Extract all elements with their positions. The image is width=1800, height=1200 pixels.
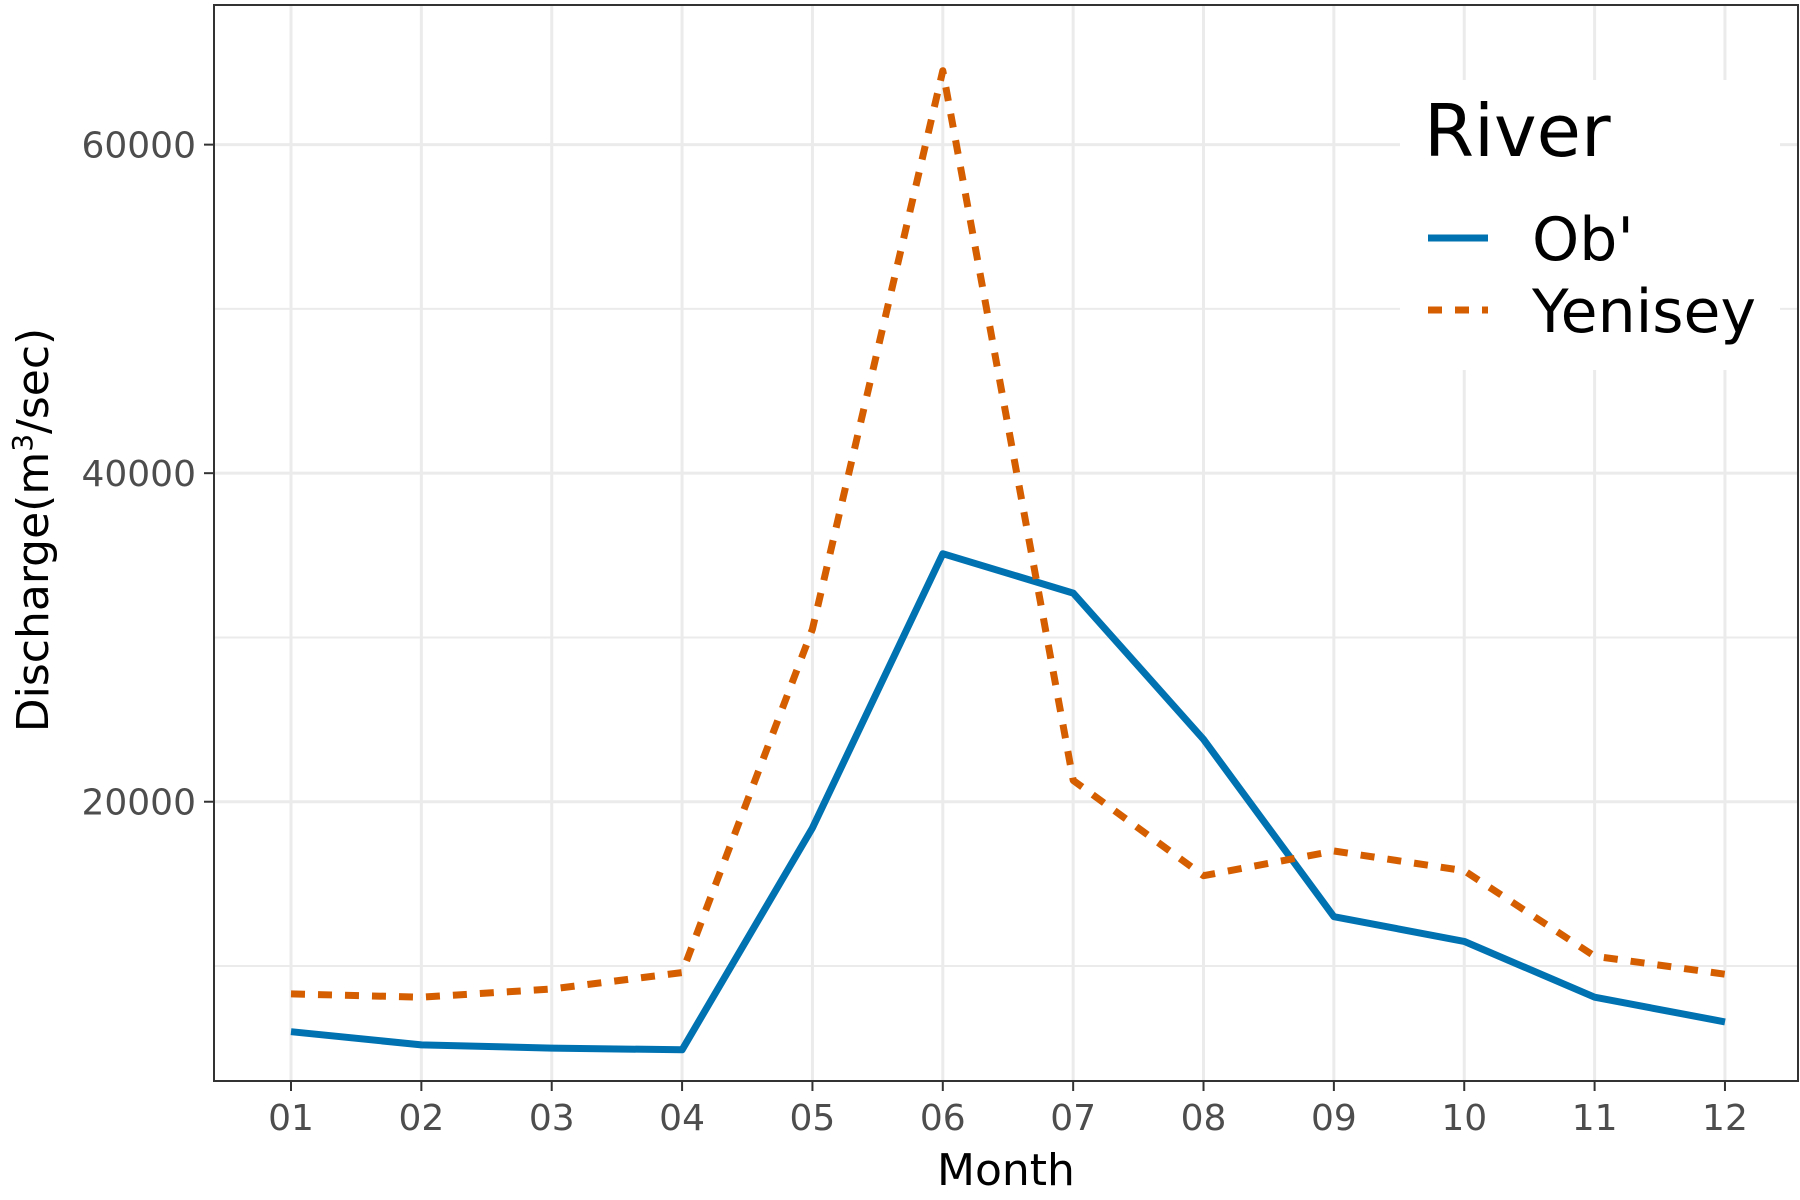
y-axis-title-main: Discharge(m xyxy=(8,452,59,732)
x-tick-label: 03 xyxy=(529,1098,575,1139)
legend-title: River xyxy=(1424,89,1611,173)
series-lines xyxy=(290,67,1726,1054)
x-tick-label: 04 xyxy=(659,1098,705,1139)
legend-label-yenisey: Yenisey xyxy=(1531,277,1756,347)
x-tick-label: 06 xyxy=(920,1098,966,1139)
x-axis: 01 02 03 04 05 06 07 08 09 10 11 12 xyxy=(268,1081,1748,1139)
legend-background xyxy=(1400,80,1780,370)
x-tick-label: 11 xyxy=(1572,1098,1618,1139)
y-axis-title: Discharge(m3/sec) xyxy=(6,328,59,732)
x-tick-label: 05 xyxy=(790,1098,836,1139)
series-line-ob xyxy=(290,550,1726,1054)
x-tick-label: 01 xyxy=(268,1098,314,1139)
y-axis-title-tail: /sec) xyxy=(8,328,59,434)
x-tick-label: 10 xyxy=(1441,1098,1487,1139)
x-tick-label: 08 xyxy=(1181,1098,1227,1139)
y-tick-label: 40000 xyxy=(81,454,196,495)
y-tick-label: 20000 xyxy=(81,783,196,824)
x-tick-label: 12 xyxy=(1702,1098,1748,1139)
x-tick-label: 07 xyxy=(1050,1098,1096,1139)
y-axis: 20000 40000 60000 xyxy=(81,126,214,824)
plot-border xyxy=(213,4,1799,1082)
legend-label-ob: Ob' xyxy=(1532,205,1634,275)
x-axis-title: Month xyxy=(937,1145,1075,1196)
legend: River Ob' Yenisey xyxy=(1400,80,1780,370)
y-axis-title-superscript: 3 xyxy=(6,434,39,452)
y-tick-label: 60000 xyxy=(81,126,196,167)
x-tick-label: 09 xyxy=(1311,1098,1357,1139)
x-tick-label: 02 xyxy=(398,1098,444,1139)
